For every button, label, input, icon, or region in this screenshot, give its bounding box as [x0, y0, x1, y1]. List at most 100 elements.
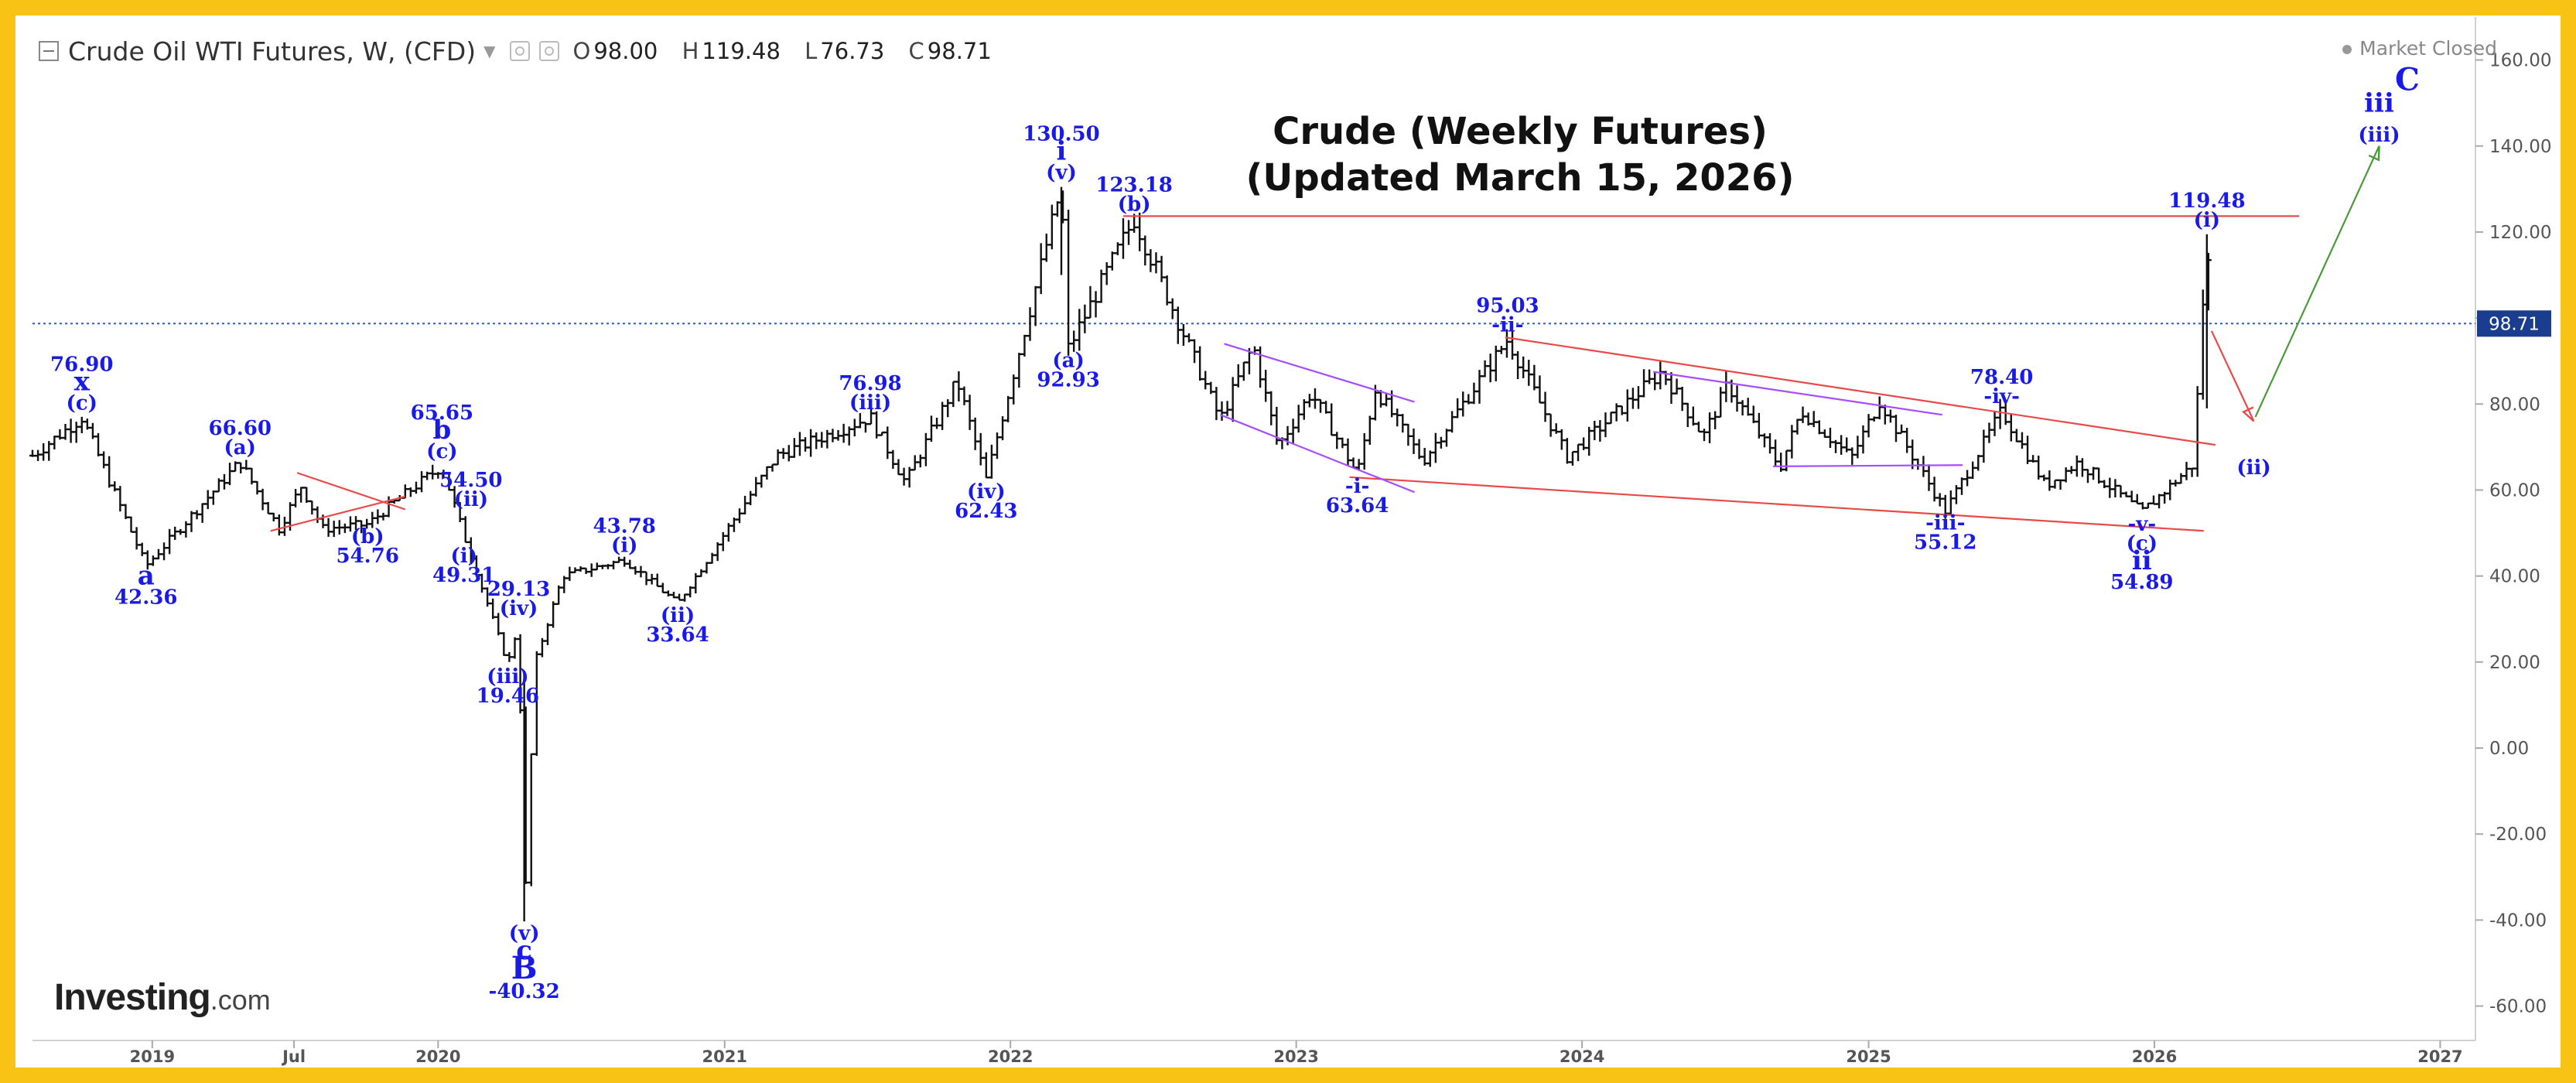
ohlc-high-key: H	[682, 38, 699, 64]
wave-label: 29.13	[487, 578, 550, 601]
wave-label: (a)	[224, 436, 256, 460]
wave-label: 95.03	[1476, 295, 1539, 318]
wave-label: C	[2395, 62, 2420, 98]
y-tick-label: -20.00	[2489, 825, 2547, 845]
wave-label: (iii)	[487, 665, 528, 688]
wave-label: 43.78	[593, 515, 655, 538]
x-tick-label: 2022	[988, 1047, 1033, 1066]
trend-line-resistance	[1349, 476, 2204, 532]
x-tick-label: Jul	[281, 1047, 306, 1066]
wave-label: -40.32	[489, 980, 560, 1003]
market-status: Market Closed	[2342, 37, 2497, 60]
wave-label: 119.48	[2168, 190, 2246, 213]
ohlc-close-value: 98.71	[927, 38, 992, 64]
y-tick-label: 160.00	[2489, 51, 2551, 71]
wave-label: -ii-	[1491, 314, 1523, 337]
wave-label: 49.31	[432, 564, 495, 587]
arrow-up-head	[2368, 145, 2380, 162]
wave-label: (i)	[2194, 209, 2220, 232]
wave-label: ii	[2132, 545, 2152, 576]
settings-icon[interactable]	[509, 41, 530, 61]
y-tick-label: -40.00	[2489, 910, 2547, 931]
y-tick-label: 40.00	[2489, 567, 2540, 587]
trend-line-resistance	[1505, 337, 2216, 446]
wave-label: (v)	[509, 922, 540, 945]
y-tick-label: 0.00	[2489, 739, 2529, 759]
wave-label: (i)	[450, 545, 477, 568]
ohlc-open-value: 98.00	[593, 38, 658, 64]
wave-label: 54.89	[2110, 571, 2173, 594]
wave-label: (ii)	[454, 488, 488, 511]
y-tick-label: 60.00	[2489, 480, 2540, 501]
wave-label: -iv-	[1983, 385, 2020, 408]
y-tick-label: 140.00	[2489, 137, 2551, 157]
wave-label: (c)	[426, 440, 457, 463]
gear-icon[interactable]	[538, 41, 559, 61]
chart-header: Crude Oil WTI Futures, W, (CFD) ▼ O 98.00…	[39, 34, 1009, 68]
wave-label: (v)	[1046, 162, 1077, 185]
wave-label: 63.64	[1326, 494, 1389, 518]
last-price-label: 98.71	[2489, 314, 2540, 334]
wave-label: 92.93	[1037, 368, 1099, 391]
wave-label: 54.76	[337, 545, 399, 568]
wave-label: 78.40	[1970, 366, 2033, 389]
wave-label: x	[74, 367, 91, 398]
wave-label: -i-	[1345, 475, 1369, 498]
chevron-down-icon[interactable]: ▼	[483, 42, 496, 60]
trend-line-projection_up	[2254, 145, 2380, 418]
y-tick-label: 80.00	[2489, 395, 2540, 415]
wave-label: (a)	[1052, 349, 1084, 372]
x-tick-label: 2025	[1846, 1047, 1891, 1066]
wave-label: 33.64	[646, 623, 709, 647]
x-tick-label: 2021	[702, 1047, 747, 1066]
collapse-icon[interactable]	[39, 41, 59, 61]
chart-title: Crude (Weekly Futures) (Updated March 15…	[1122, 108, 1918, 201]
wave-label: (iv)	[500, 597, 538, 620]
x-tick-label: 2023	[1273, 1047, 1318, 1066]
wave-label: 130.50	[1023, 123, 1100, 146]
wave-label: (b)	[351, 525, 384, 548]
chart-title-line1: Crude (Weekly Futures)	[1273, 110, 1768, 153]
wave-label: iii	[2364, 87, 2394, 118]
wave-label: c	[516, 935, 532, 966]
status-dot-icon	[2342, 45, 2352, 54]
wave-label: -v-	[2127, 513, 2156, 536]
trend-line-channel	[1653, 371, 1942, 416]
wave-label: (i)	[611, 535, 637, 558]
ohlc-high-value: 119.48	[702, 38, 781, 64]
wave-label: -iii-	[1925, 512, 1965, 535]
wave-label: i	[1057, 136, 1067, 167]
trend-line-resistance	[2210, 330, 2255, 422]
wave-label: (iii)	[849, 391, 891, 415]
wave-label: (c)	[2127, 532, 2157, 555]
ohlc-low-key: L	[805, 38, 818, 64]
wave-label: a	[138, 561, 155, 592]
wave-label: (b)	[1118, 193, 1151, 216]
wave-label: 65.65	[411, 401, 473, 425]
wave-label: 54.50	[439, 469, 502, 492]
y-tick-label: 20.00	[2489, 653, 2540, 673]
wave-label: 76.90	[50, 354, 113, 377]
logo-name: Investing	[54, 977, 211, 1018]
wave-label: (ii)	[661, 604, 695, 627]
wave-label: B	[511, 950, 538, 986]
wave-label: (iii)	[2358, 124, 2400, 147]
wave-label: 76.98	[839, 372, 901, 395]
wave-label: 19.46	[477, 685, 539, 708]
y-tick-label: -60.00	[2489, 997, 2547, 1017]
symbol-title[interactable]: Crude Oil WTI Futures, W, (CFD)	[68, 36, 477, 67]
x-tick-label: 2026	[2132, 1047, 2177, 1066]
logo-suffix: .com	[210, 984, 271, 1016]
trend-line-resistance	[296, 472, 406, 511]
trend-line-channel	[1224, 343, 1415, 403]
ohlc-low-value: 76.73	[820, 38, 885, 64]
x-tick-label: 2019	[130, 1047, 175, 1066]
wave-label: (c)	[67, 392, 97, 415]
investing-logo: Investing.com	[54, 976, 271, 1019]
trend-line-channel	[1773, 464, 1963, 467]
x-tick-label: 2027	[2417, 1047, 2462, 1066]
x-tick-label: 2020	[415, 1047, 460, 1066]
wave-label: 66.60	[209, 417, 272, 440]
